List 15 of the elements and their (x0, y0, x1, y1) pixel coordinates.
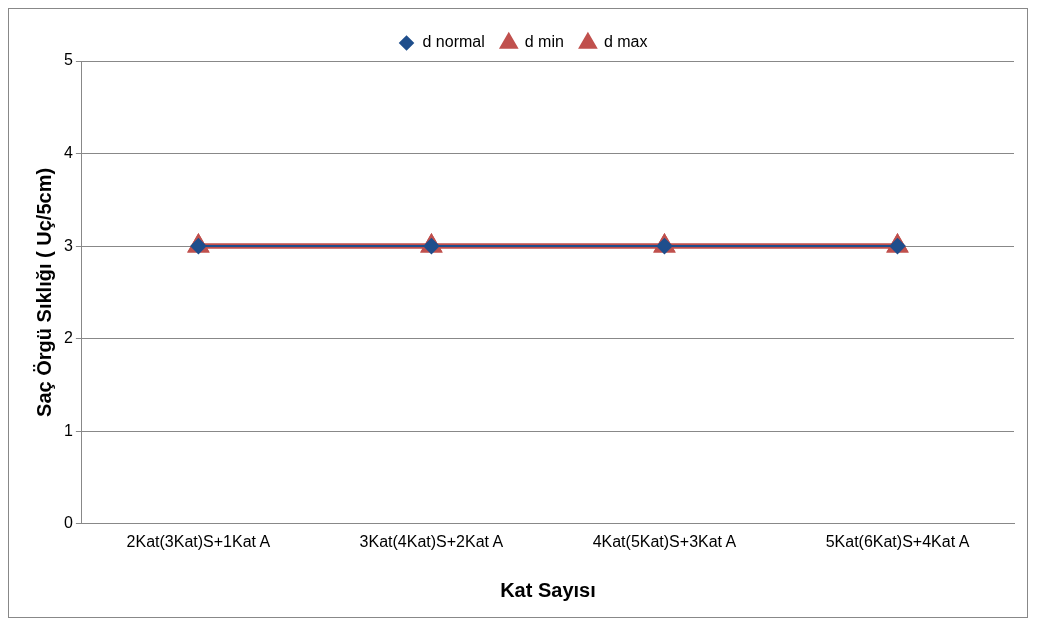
x-tick-label: 4Kat(5Kat)S+3Kat A (592, 532, 737, 550)
x-tick-label: 3Kat(4Kat)S+2Kat A (359, 532, 504, 550)
y-axis-title: Saç Örgü Sıklığı ( Uç/5cm) (32, 167, 55, 417)
y-tick-label: 3 (63, 236, 73, 254)
legend-label: d min (524, 33, 564, 51)
legend-label: d max (603, 33, 648, 51)
y-tick-label: 0 (63, 514, 73, 532)
x-axis-title: Kat Sayısı (500, 578, 596, 601)
y-tick-label: 4 (63, 143, 73, 161)
y-tick-label: 1 (63, 421, 73, 439)
x-tick-label: 5Kat(6Kat)S+4Kat A (825, 532, 970, 550)
y-tick-label: 2 (63, 329, 73, 347)
y-tick-label: 5 (63, 51, 73, 69)
x-tick-label: 2Kat(3Kat)S+1Kat A (126, 532, 271, 550)
legend-label: d normal (422, 33, 485, 51)
